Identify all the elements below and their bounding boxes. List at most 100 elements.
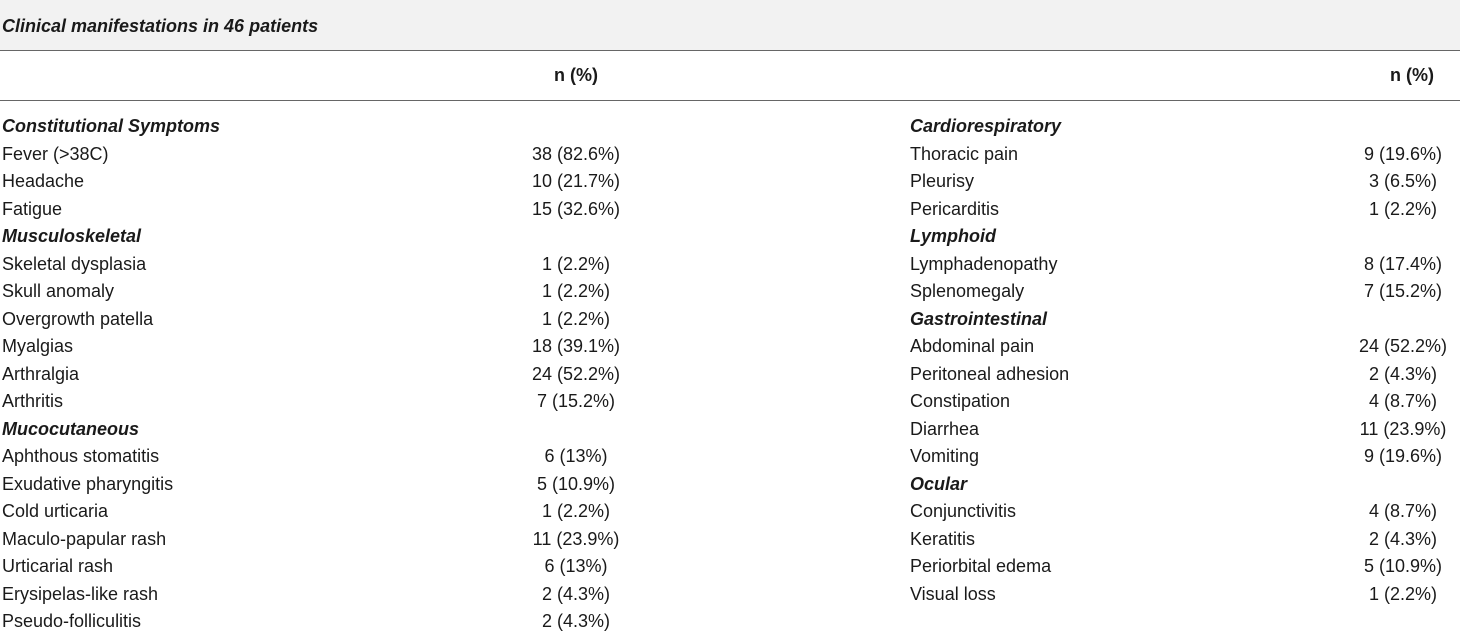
manifestation-label: Diarrhea [910,418,980,439]
count-percent-value: 11 (23.9%) [532,528,620,549]
category-label: Lymphoid [910,226,996,246]
table-row: Constipation 4 (8.7%) [910,389,1460,417]
count-percent-value: 5 (10.9%) [536,473,616,494]
count-percent-value: 9 (19.6%) [1363,143,1443,164]
category-row: Musculoskeletal [2,224,642,252]
table-row: Skeletal dysplasia 1 (2.2%) [2,252,642,280]
manifestation-label: Aphthous stomatitis [2,446,160,466]
manifestation-label: Skull anomaly [2,281,115,301]
table-row: Arthritis 7 (15.2%) [2,389,642,417]
count-percent-value: 6 (13%) [544,446,608,466]
category-label: Musculoskeletal [2,226,142,246]
table-row: Urticarial rash 6 (13%) [2,554,642,582]
table-row: Cold urticaria 1 (2.2%) [2,499,642,527]
manifestation-label: Lymphadenopathy [910,253,1058,274]
manifestation-label: Thoracic pain [910,143,1019,164]
count-percent-value: 3 (6.5%) [1368,171,1438,191]
category-label: Ocular [910,473,968,494]
count-percent-value: 38 (82.6%) [531,143,621,164]
count-percent-value: 7 (15.2%) [536,391,616,411]
table-row: Erysipelas-like rash 2 (4.3%) [2,582,642,610]
count-percent-value: 2 (4.3%) [541,611,611,631]
table-row: Myalgias 18 (39.1%) [2,334,642,362]
manifestation-label: Pseudo-folliculitis [2,611,142,631]
manifestation-label: Maculo-papular rash [2,528,167,549]
table-header-row: n (%) n (%) [0,51,1460,101]
table-row: Splenomegaly 7 (15.2%) [910,279,1460,307]
count-percent-value: 1 (2.2%) [541,501,611,521]
table-row: Arthralgia 24 (52.2%) [2,362,642,390]
category-label: Cardiorespiratory [910,116,1062,136]
count-percent-value: 10 (21.7%) [531,171,621,191]
table-row: Lymphadenopathy 8 (17.4%) [910,252,1460,280]
count-percent-value: 2 (4.3%) [541,583,611,604]
count-percent-value: 9 (19.6%) [1363,446,1443,466]
table-row: Conjunctivitis 4 (8.7%) [910,499,1460,527]
table-row: Pseudo-folliculitis 2 (4.3%) [2,609,642,637]
count-percent-value: 2 (4.3%) [1368,528,1438,549]
table-row: Fever (>38C) 38 (82.6%) [2,142,642,170]
table-row: Keratitis 2 (4.3%) [910,527,1460,555]
manifestation-label: Visual loss [910,583,996,604]
manifestation-label: Erysipelas-like rash [2,583,159,604]
table-row: Peritoneal adhesion 2 (4.3%) [910,362,1460,390]
manifestation-label: Periorbital edema [910,556,1052,576]
manifestation-label: Headache [2,171,85,191]
manifestation-label: Vomiting [910,446,980,466]
table-row: Visual loss 1 (2.2%) [910,582,1460,610]
manifestation-label: Abdominal pain [910,336,1035,356]
count-percent-value: 1 (2.2%) [541,253,611,274]
table-title-bar: Clinical manifestations in 46 patients [0,0,1460,51]
count-percent-value: 7 (15.2%) [1363,281,1443,301]
count-percent-value: 1 (2.2%) [541,308,611,329]
manifestation-label: Arthralgia [2,363,80,384]
table-row: Vomiting 9 (19.6%) [910,444,1460,472]
count-percent-value: 11 (23.9%) [1359,418,1447,439]
manifestation-label: Myalgias [2,336,74,356]
table-row: Exudative pharyngitis 5 (10.9%) [2,472,642,500]
table-row: Thoracic pain 9 (19.6%) [910,142,1460,170]
count-percent-value: 24 (52.2%) [531,363,621,384]
manifestation-label: Overgrowth patella [2,308,154,329]
category-row: Cardiorespiratory [910,114,1460,142]
count-percent-value: 24 (52.2%) [1358,336,1448,356]
count-percent-value: 1 (2.2%) [1368,198,1438,219]
manifestation-label: Fever (>38C) [2,143,109,164]
count-percent-value: 18 (39.1%) [531,336,621,356]
category-label: Gastrointestinal [910,308,1048,329]
count-percent-value: 8 (17.4%) [1363,253,1443,274]
manifestation-label: Pericarditis [910,198,1000,219]
table-row: Pleurisy 3 (6.5%) [910,169,1460,197]
table-row: Periorbital edema 5 (10.9%) [910,554,1460,582]
table-row: Aphthous stomatitis 6 (13%) [2,444,642,472]
manifestation-label: Pleurisy [910,171,975,191]
category-label: Mucocutaneous [2,418,140,439]
count-percent-value: 4 (8.7%) [1368,391,1438,411]
category-row: Constitutional Symptoms [2,114,642,142]
left-column: Constitutional Symptoms Fever (>38C) 38 (8… [2,114,642,637]
manifestation-label: Skeletal dysplasia [2,253,147,274]
table-row: Fatigue 15 (32.6%) [2,197,642,225]
right-column: Cardiorespiratory Thoracic pain 9 (19.6%) P… [910,114,1460,609]
table-row: Overgrowth patella 1 (2.2%) [2,307,642,335]
manifestation-label: Constipation [910,391,1011,411]
table-row: Skull anomaly 1 (2.2%) [2,279,642,307]
manifestation-label: Fatigue [2,198,63,219]
table-row: Headache 10 (21.7%) [2,169,642,197]
count-percent-value: 1 (2.2%) [541,281,611,301]
manifestation-label: Arthritis [2,391,64,411]
category-row: Ocular [910,472,1460,500]
table-row: Pericarditis 1 (2.2%) [910,197,1460,225]
manifestation-label: Splenomegaly [910,281,1025,301]
count-percent-value: 6 (13%) [544,556,608,576]
count-percent-value: 5 (10.9%) [1363,556,1443,576]
left-value-column-header: n (%) [554,65,598,85]
manifestation-label: Conjunctivitis [910,501,1017,521]
manifestation-label: Exudative pharyngitis [2,473,174,494]
category-row: Lymphoid [910,224,1460,252]
manifestation-label: Peritoneal adhesion [910,363,1070,384]
count-percent-value: 4 (8.7%) [1368,501,1438,521]
manifestation-label: Keratitis [910,528,976,549]
table-title: Clinical manifestations in 46 patients [2,16,319,36]
category-row: Gastrointestinal [910,307,1460,335]
